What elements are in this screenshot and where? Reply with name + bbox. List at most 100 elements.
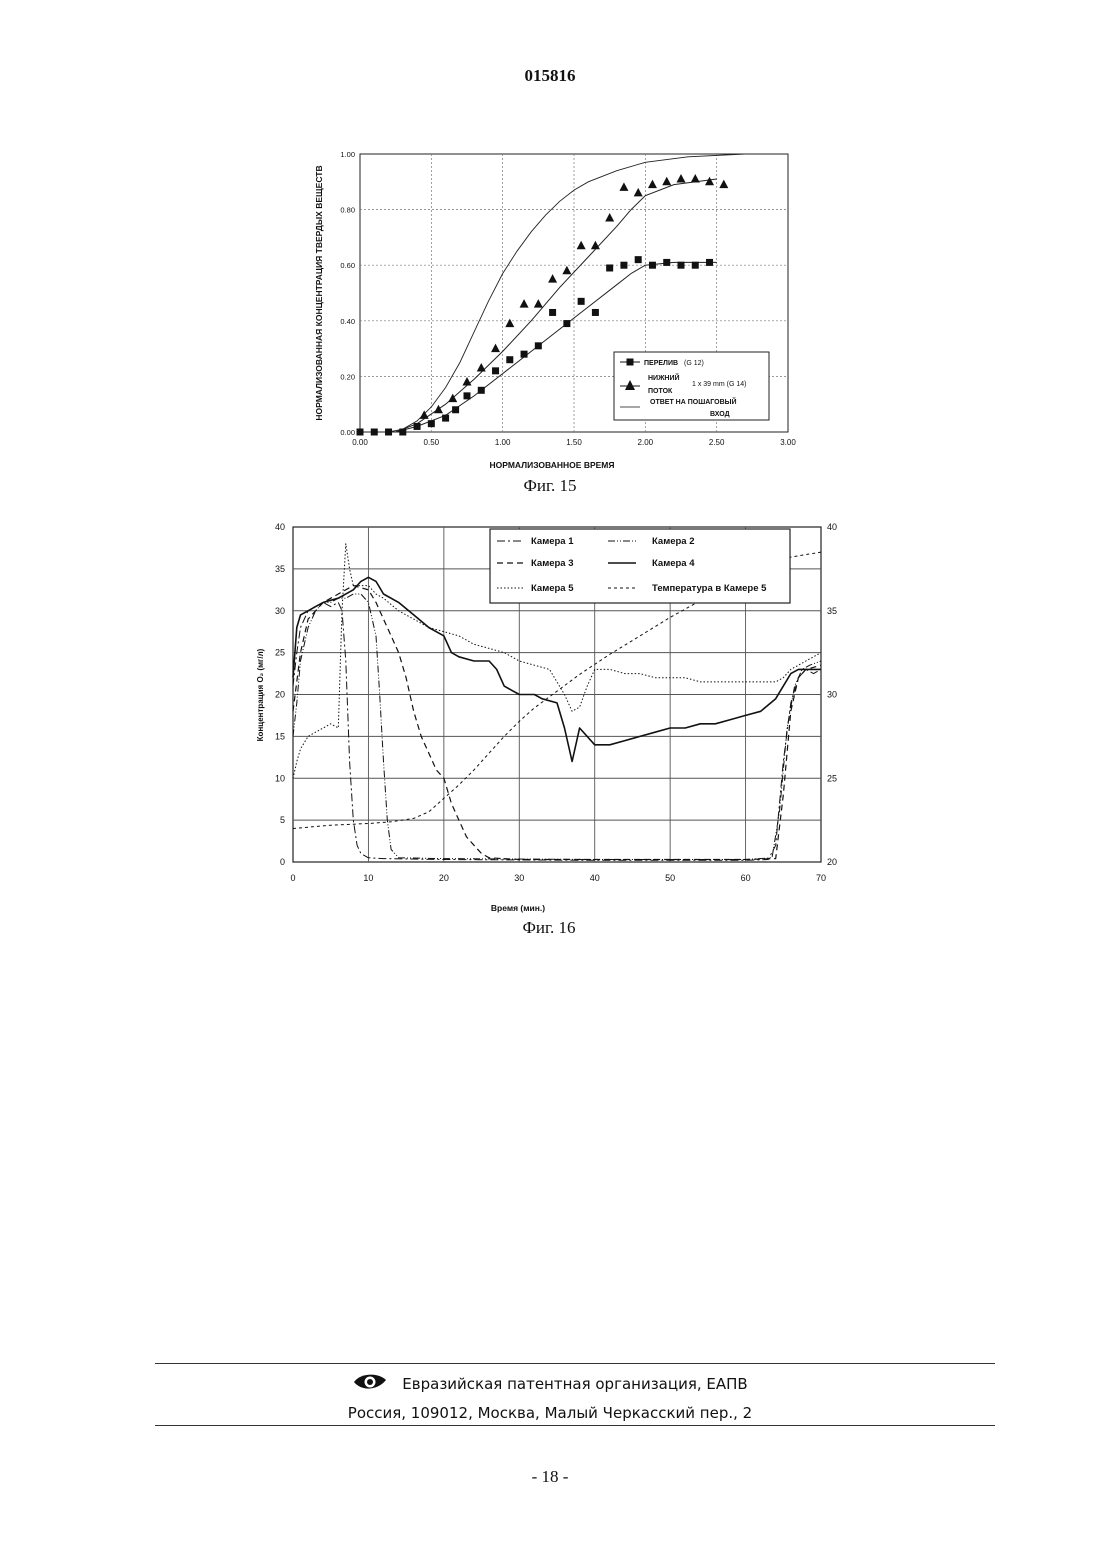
legend-underflow-label-2: ПОТОК [648, 388, 673, 395]
triangle-data-point [591, 241, 600, 250]
figure-15: 0.000.501.001.502.002.503.000.000.200.40… [0, 140, 1100, 505]
x-tick-label: 20 [439, 873, 449, 883]
legend-overflow-label: ПЕРЕЛИВ [644, 360, 678, 367]
triangle-data-point [505, 319, 514, 328]
triangle-data-point [562, 266, 571, 275]
x-tick-label: 3.00 [780, 438, 796, 447]
square-data-point [414, 423, 421, 430]
square-data-point [606, 264, 613, 271]
page-number: - 18 - [0, 1467, 1100, 1487]
square-data-point [549, 309, 556, 316]
y-tick-label: 25 [275, 648, 285, 658]
square-data-point [649, 262, 656, 269]
footer-top-rule [155, 1363, 995, 1364]
triangle-data-point [705, 177, 714, 186]
footer-org-line: Евразийская патентная организация, ЕАПВ [0, 1372, 1100, 1396]
triangle-data-point [477, 363, 486, 372]
legend-chamber-5: Камера 5 [531, 583, 574, 594]
footer-address: Россия, 109012, Москва, Малый Черкасский… [0, 1404, 1100, 1422]
document-number: 015816 [0, 66, 1100, 86]
triangle-data-point [634, 188, 643, 197]
triangle-data-point [548, 274, 557, 283]
triangle-data-point [605, 213, 614, 222]
y-tick-label: 0.40 [340, 317, 355, 326]
triangle-data-point [491, 344, 500, 353]
y-tick-label: 0.20 [340, 372, 355, 381]
x-tick-label: 0 [290, 873, 295, 883]
figure-16: 0102030405060700510152025303540202530354… [0, 515, 1100, 950]
square-data-point [492, 367, 499, 374]
square-data-point [521, 351, 528, 358]
triangle-data-point [662, 177, 671, 186]
square-data-point [506, 356, 513, 363]
triangle-data-point [520, 299, 529, 308]
y-tick-label: 15 [275, 731, 285, 741]
legend-chamber-3: Камера 3 [531, 558, 574, 569]
y-tick-label: 0 [280, 857, 285, 867]
x-tick-label: 40 [590, 873, 600, 883]
y-tick-label: 5 [280, 815, 285, 825]
square-data-point [563, 320, 570, 327]
legend-chamber-4: Камера 4 [652, 558, 695, 569]
square-data-point [385, 429, 392, 436]
series-line-2 [293, 586, 821, 860]
triangle-data-point [463, 377, 472, 386]
y-tick-label: 0.60 [340, 261, 355, 270]
triangle-data-point [619, 182, 628, 191]
legend-step-label-1: ОТВЕТ НА ПОШАГОВЫЙ [650, 397, 737, 406]
legend: ПЕРЕЛИВ (G 12) НИЖНИЙ ПОТОК 1 x 39 mm (G… [614, 352, 769, 420]
legend-chamber-1: Камера 1 [531, 536, 574, 547]
square-data-point [399, 429, 406, 436]
eapo-logo-icon [352, 1372, 388, 1396]
legend-chamber-2: Камера 2 [652, 536, 695, 547]
triangle-data-point [434, 405, 443, 414]
triangle-data-point [677, 174, 686, 183]
figure-15-chart: 0.000.501.001.502.002.503.000.000.200.40… [0, 140, 1100, 500]
square-data-point [678, 262, 685, 269]
x-tick-label: 70 [816, 873, 826, 883]
y2-tick-label: 35 [827, 606, 837, 616]
square-data-point [357, 429, 364, 436]
triangle-data-point [577, 241, 586, 250]
triangle-data-point [691, 174, 700, 183]
triangle-data-point [534, 299, 543, 308]
legend-overflow-code: (G 12) [684, 360, 704, 367]
square-data-point [428, 420, 435, 427]
footer-bottom-rule [155, 1425, 995, 1426]
y-axis-label: Концентрация O₂ (мг/л) [256, 648, 265, 741]
y-tick-label: 1.00 [340, 150, 355, 159]
square-data-point [478, 387, 485, 394]
y2-tick-label: 30 [827, 690, 837, 700]
square-data-point [442, 415, 449, 422]
square-data-point [592, 309, 599, 316]
figure-15-caption: Фиг. 15 [523, 476, 576, 495]
square-data-point [464, 392, 471, 399]
square-data-point [620, 262, 627, 269]
square-data-point [578, 298, 585, 305]
legend-underflow-code: 1 x 39 mm (G 14) [692, 381, 746, 388]
x-axis-label: Время (мин.) [491, 903, 545, 913]
figure-16-caption: Фиг. 16 [522, 918, 575, 937]
figure-16-chart: 0102030405060700510152025303540202530354… [0, 515, 1100, 945]
x-tick-label: 10 [363, 873, 373, 883]
y-tick-label: 20 [275, 690, 285, 700]
series-line-0 [293, 602, 821, 860]
y2-tick-label: 20 [827, 857, 837, 867]
x-tick-label: 30 [514, 873, 524, 883]
legend: Камера 1 Камера 2 Камера 3 Камера 4 Каме… [490, 529, 790, 603]
legend-square-marker [627, 359, 634, 366]
triangle-data-point [648, 180, 657, 189]
triangle-data-point [420, 410, 429, 419]
x-axis-label: НОРМАЛИЗОВАННОЕ ВРЕМЯ [490, 460, 615, 470]
footer-org-name: Евразийская патентная организация, ЕАПВ [402, 1375, 747, 1393]
y-tick-label: 35 [275, 564, 285, 574]
y-tick-label: 0.00 [340, 428, 355, 437]
square-data-point [452, 406, 459, 413]
x-tick-label: 0.50 [424, 438, 440, 447]
square-data-point [706, 259, 713, 266]
y-tick-label: 30 [275, 606, 285, 616]
legend-step-label-2: ВХОД [710, 411, 730, 418]
y2-tick-label: 40 [827, 522, 837, 532]
square-data-point [663, 259, 670, 266]
x-tick-label: 0.00 [352, 438, 368, 447]
